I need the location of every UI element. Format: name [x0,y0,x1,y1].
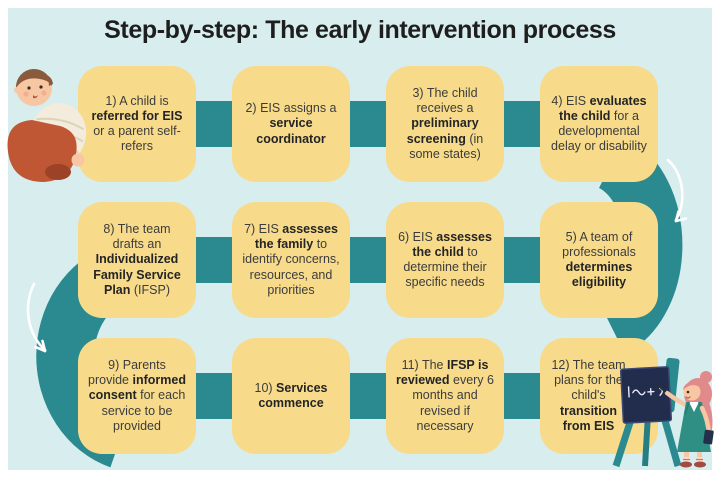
step-box-5: 5) A team of professionals determines el… [540,202,658,318]
page-title: Step-by-step: The early intervention pro… [104,16,616,44]
step-box-1: 1) A child is referred for EIS or a pare… [78,66,196,182]
connector-step10-step11 [346,373,390,419]
step-box-2: 2) EIS assigns a service coordinator [232,66,350,182]
right-arrow-icon [666,158,688,223]
connector-step9-step10 [192,373,236,419]
step-box-9: 9) Parents provide informed consent for … [78,338,196,454]
connector-step7-step6 [346,237,390,283]
connector-step1-step2 [192,101,236,147]
step-box-4: 4) EIS evaluates the child for a develop… [540,66,658,182]
connector-step8-step7 [192,237,236,283]
left-arrow-icon [26,282,47,353]
step-box-8: 8) The team drafts an Individualized Fam… [78,202,196,318]
connector-step6-step5 [500,237,544,283]
connector-step11-step12 [500,373,544,419]
step-box-11: 11) The IFSP is reviewed every 6 months … [386,338,504,454]
step-box-12: 12) The team plans for the child's trans… [540,338,658,454]
step-box-3: 3) The child receives a preliminary scre… [386,66,504,182]
step-box-7: 7) EIS assesses the family to identify c… [232,202,350,318]
connector-step3-step4 [500,101,544,147]
connector-step2-step3 [346,101,390,147]
step-box-10: 10) Services commence [232,338,350,454]
step-box-6: 6) EIS assesses the child to determine t… [386,202,504,318]
